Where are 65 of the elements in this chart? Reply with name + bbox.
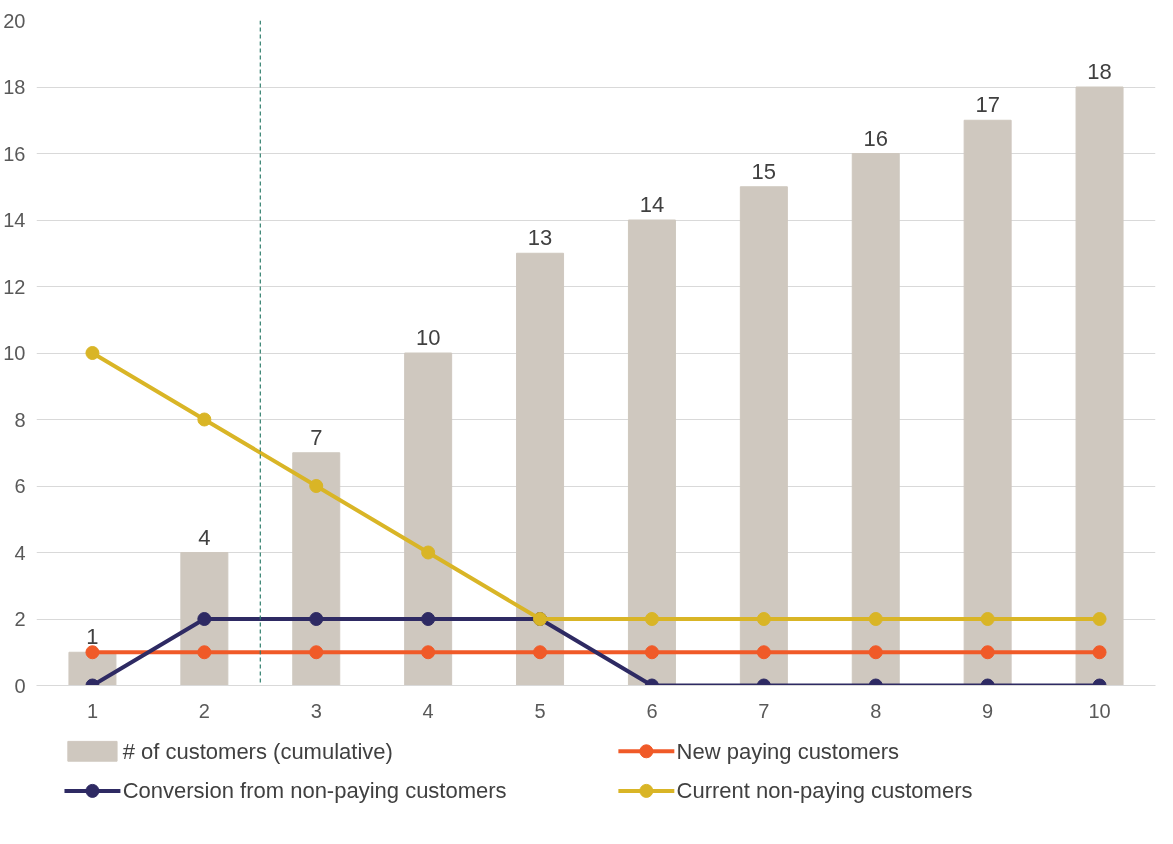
legend-label: Conversion from non-paying customers <box>122 778 507 804</box>
legend-label: # of customers (cumulative) <box>122 738 393 764</box>
y-tick-label: 18 <box>3 76 26 98</box>
point <box>1092 645 1107 660</box>
point <box>421 645 436 660</box>
point <box>868 645 883 660</box>
x-tick-label: 8 <box>870 699 882 722</box>
data-label: 13 <box>527 225 553 251</box>
y-tick-label: 10 <box>3 342 26 364</box>
point <box>85 346 100 360</box>
x-tick-label: 7 <box>758 699 770 722</box>
x-tick-label: 6 <box>646 699 658 722</box>
point <box>309 645 324 660</box>
legend-label: New paying customers <box>676 738 900 764</box>
y-tick-label: 6 <box>14 475 26 497</box>
x-tick-label: 3 <box>310 699 322 722</box>
point <box>980 645 995 660</box>
point <box>1092 612 1107 626</box>
point <box>421 545 436 560</box>
point <box>756 645 771 660</box>
x-tick-label: 5 <box>534 699 546 722</box>
y-tick-label: 8 <box>14 408 26 431</box>
x-tick-label: 1 <box>86 699 99 722</box>
bar <box>963 119 1012 686</box>
bar <box>404 352 453 686</box>
y-tick-label: 0 <box>14 674 26 697</box>
data-label: 1 <box>86 624 99 650</box>
point <box>980 612 995 626</box>
data-label: 10 <box>415 325 441 350</box>
point <box>309 479 324 493</box>
data-label: 7 <box>310 424 323 450</box>
point <box>868 612 883 626</box>
data-label: 14 <box>639 192 665 217</box>
point <box>197 645 212 660</box>
bar <box>627 219 676 686</box>
bar <box>1075 86 1124 686</box>
y-tick-label: 16 <box>3 142 26 165</box>
bar <box>516 252 565 686</box>
point <box>309 612 324 626</box>
y-tick-label: 12 <box>3 275 26 298</box>
data-label: 18 <box>1087 59 1112 84</box>
bar <box>292 452 341 686</box>
y-tick-label: 2 <box>14 608 26 630</box>
point <box>197 412 212 427</box>
point <box>197 612 212 626</box>
y-tick-label: 20 <box>3 9 26 32</box>
point <box>644 612 659 626</box>
data-label: 16 <box>863 125 888 151</box>
point <box>421 612 436 626</box>
point <box>533 645 548 660</box>
x-tick-label: 9 <box>982 699 994 722</box>
bar <box>851 153 900 686</box>
legend-label: Current non-paying customers <box>676 778 973 804</box>
point <box>85 645 100 660</box>
y-tick-label: 4 <box>14 541 26 564</box>
point <box>756 612 771 626</box>
x-tick-label: 10 <box>1088 699 1111 722</box>
point <box>644 645 659 660</box>
data-label: 17 <box>975 92 1000 118</box>
x-tick-label: 2 <box>198 699 210 722</box>
data-label: 15 <box>751 158 777 184</box>
y-tick-label: 14 <box>3 209 26 231</box>
bar <box>739 186 788 686</box>
x-tick-label: 4 <box>422 699 434 722</box>
data-label: 4 <box>198 524 211 550</box>
